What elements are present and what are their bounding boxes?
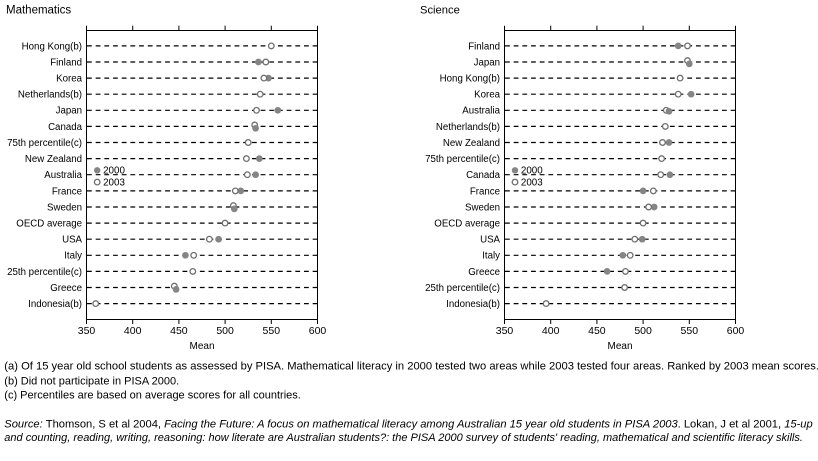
svg-text:(c) Percentiles are based on a: (c) Percentiles are based on average sco…: [4, 390, 301, 402]
svg-text:Greece: Greece: [50, 283, 82, 294]
svg-text:Science: Science: [420, 5, 460, 17]
svg-text:400: 400: [542, 325, 560, 337]
svg-text:Greece: Greece: [468, 267, 500, 278]
svg-text:75th percentile(c): 75th percentile(c): [7, 138, 82, 149]
svg-text:500: 500: [216, 325, 234, 337]
svg-text:Canada: Canada: [48, 122, 83, 133]
svg-text:Netherlands(b): Netherlands(b): [436, 122, 500, 133]
svg-text:Australia: Australia: [44, 170, 82, 181]
svg-text:OECD average: OECD average: [434, 219, 500, 230]
svg-text:350: 350: [78, 325, 96, 337]
svg-text:450: 450: [588, 325, 606, 337]
svg-text:Source: Thomson, S et al 2004,: Source: Thomson, S et al 2004, Facing th…: [4, 418, 812, 430]
svg-text:Japan: Japan: [474, 57, 500, 68]
svg-text:Finland: Finland: [468, 41, 500, 52]
svg-text:Australia: Australia: [462, 106, 500, 117]
svg-text:(b) Did not participate in PIS: (b) Did not participate in PISA 2000.: [4, 376, 179, 388]
svg-text:2000: 2000: [103, 166, 125, 177]
svg-text:500: 500: [634, 325, 652, 337]
svg-text:Italy: Italy: [482, 251, 500, 262]
svg-text:2003: 2003: [521, 178, 543, 189]
svg-text:Hong Kong(b): Hong Kong(b): [22, 41, 82, 52]
svg-text:75th percentile(c): 75th percentile(c): [425, 154, 500, 165]
svg-text:New Zealand: New Zealand: [443, 138, 500, 149]
svg-text:600: 600: [309, 325, 327, 337]
svg-text:550: 550: [681, 325, 699, 337]
svg-text:France: France: [52, 186, 82, 197]
svg-text:Italy: Italy: [64, 251, 82, 262]
svg-text:600: 600: [727, 325, 745, 337]
svg-text:350: 350: [496, 325, 514, 337]
svg-text:400: 400: [124, 325, 142, 337]
svg-text:Sweden: Sweden: [47, 202, 82, 213]
svg-text:Korea: Korea: [56, 74, 82, 85]
svg-text:Indonesia(b): Indonesia(b): [446, 299, 500, 310]
svg-text:France: France: [470, 186, 500, 197]
svg-text:Netherlands(b): Netherlands(b): [18, 90, 82, 101]
svg-text:Japan: Japan: [56, 106, 82, 117]
svg-text:Hong Kong(b): Hong Kong(b): [440, 74, 500, 85]
svg-text:USA: USA: [62, 235, 82, 246]
svg-text:Mean: Mean: [189, 341, 214, 352]
svg-text:Mean: Mean: [607, 341, 632, 352]
svg-text:25th percentile(c): 25th percentile(c): [7, 267, 82, 278]
svg-text:2000: 2000: [521, 166, 543, 177]
svg-text:New Zealand: New Zealand: [25, 154, 82, 165]
svg-text:Mathematics: Mathematics: [6, 5, 71, 17]
svg-text:550: 550: [263, 325, 281, 337]
svg-text:OECD average: OECD average: [16, 219, 82, 230]
svg-text:450: 450: [170, 325, 188, 337]
svg-text:Sweden: Sweden: [465, 202, 500, 213]
svg-text:and counting, reading, writing: and counting, reading, writing, reasonin…: [4, 432, 803, 444]
svg-text:2003: 2003: [103, 178, 125, 189]
svg-text:Canada: Canada: [466, 170, 501, 181]
svg-text:Korea: Korea: [474, 90, 500, 101]
svg-text:Indonesia(b): Indonesia(b): [28, 299, 82, 310]
svg-text:25th percentile(c): 25th percentile(c): [425, 283, 500, 294]
svg-text:USA: USA: [480, 235, 500, 246]
svg-text:(a) Of 15 year old school stud: (a) Of 15 year old school students as as…: [4, 361, 818, 373]
svg-text:Finland: Finland: [50, 57, 82, 68]
